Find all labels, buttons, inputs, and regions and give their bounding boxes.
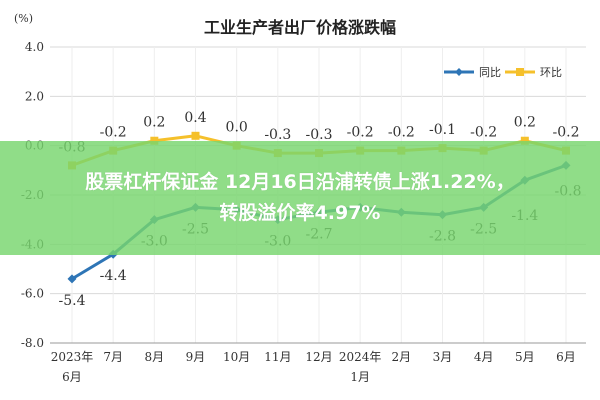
- x-tick-label: 2月: [392, 350, 412, 364]
- mom-data-label: 0.4: [184, 110, 206, 126]
- x-tick-label: 8月: [145, 350, 165, 364]
- x-tick-label: 2024年: [339, 350, 382, 364]
- mom-data-label: -0.2: [388, 125, 415, 141]
- headline-banner: 股票杠杆保证金 12月16日沿浦转债上涨1.22%， 转股溢价率4.97%: [0, 141, 600, 255]
- x-tick-label: 6月: [556, 350, 576, 364]
- x-tick-label: 2023年: [51, 350, 94, 364]
- mom-data-label: -0.2: [100, 125, 127, 141]
- mom-data-point: [191, 131, 200, 140]
- mom-data-label: 0.2: [143, 115, 165, 131]
- x-tick-label: 9月: [186, 350, 206, 364]
- yoy-data-label: -4.4: [100, 268, 127, 284]
- yoy-data-label: -5.4: [59, 293, 86, 309]
- mom-data-point: [520, 136, 529, 145]
- y-tick-label: 4.0: [25, 40, 44, 54]
- headline-line-1: 股票杠杆保证金 12月16日沿浦转债上涨1.22%，: [85, 171, 515, 193]
- x-tick-label: 4月: [474, 350, 494, 364]
- x-tick-label: 3月: [433, 350, 453, 364]
- mom-data-label: 0.0: [226, 120, 248, 136]
- mom-data-label: -0.2: [553, 125, 580, 141]
- yoy-data-point: [67, 274, 77, 284]
- y-tick-label: 2.0: [25, 89, 44, 103]
- mom-data-label: 0.2: [514, 115, 536, 131]
- headline-line-2: 转股溢价率4.97%: [219, 202, 381, 224]
- x-tick-label: 12月: [305, 350, 332, 364]
- x-tick-label: 7月: [103, 350, 123, 364]
- mom-data-label: -0.3: [264, 127, 291, 143]
- legend-mom-label: 环比: [540, 66, 562, 79]
- x-tick-label: 11月: [264, 350, 291, 364]
- x-tick-label: 6月: [62, 370, 82, 384]
- mom-data-label: -0.2: [347, 125, 374, 141]
- mom-data-point: [150, 136, 159, 145]
- mom-data-label: -0.1: [429, 122, 456, 138]
- x-tick-label: 5月: [515, 350, 535, 364]
- mom-data-label: -0.3: [306, 127, 333, 143]
- x-tick-label: 10月: [223, 350, 250, 364]
- mom-data-label: -0.2: [470, 125, 497, 141]
- legend-yoy-label: 同比: [479, 66, 501, 79]
- legend: 同比 环比: [444, 66, 562, 79]
- y-tick-label: -6.0: [21, 287, 44, 301]
- chart-title: 工业生产者出厂价格涨跌幅: [204, 18, 396, 37]
- y-unit-label: (%): [14, 12, 33, 25]
- legend-mom-marker: [516, 68, 524, 76]
- legend-yoy-marker: [455, 68, 463, 76]
- y-tick-label: -8.0: [21, 336, 44, 350]
- x-tick-label: 1月: [350, 370, 370, 384]
